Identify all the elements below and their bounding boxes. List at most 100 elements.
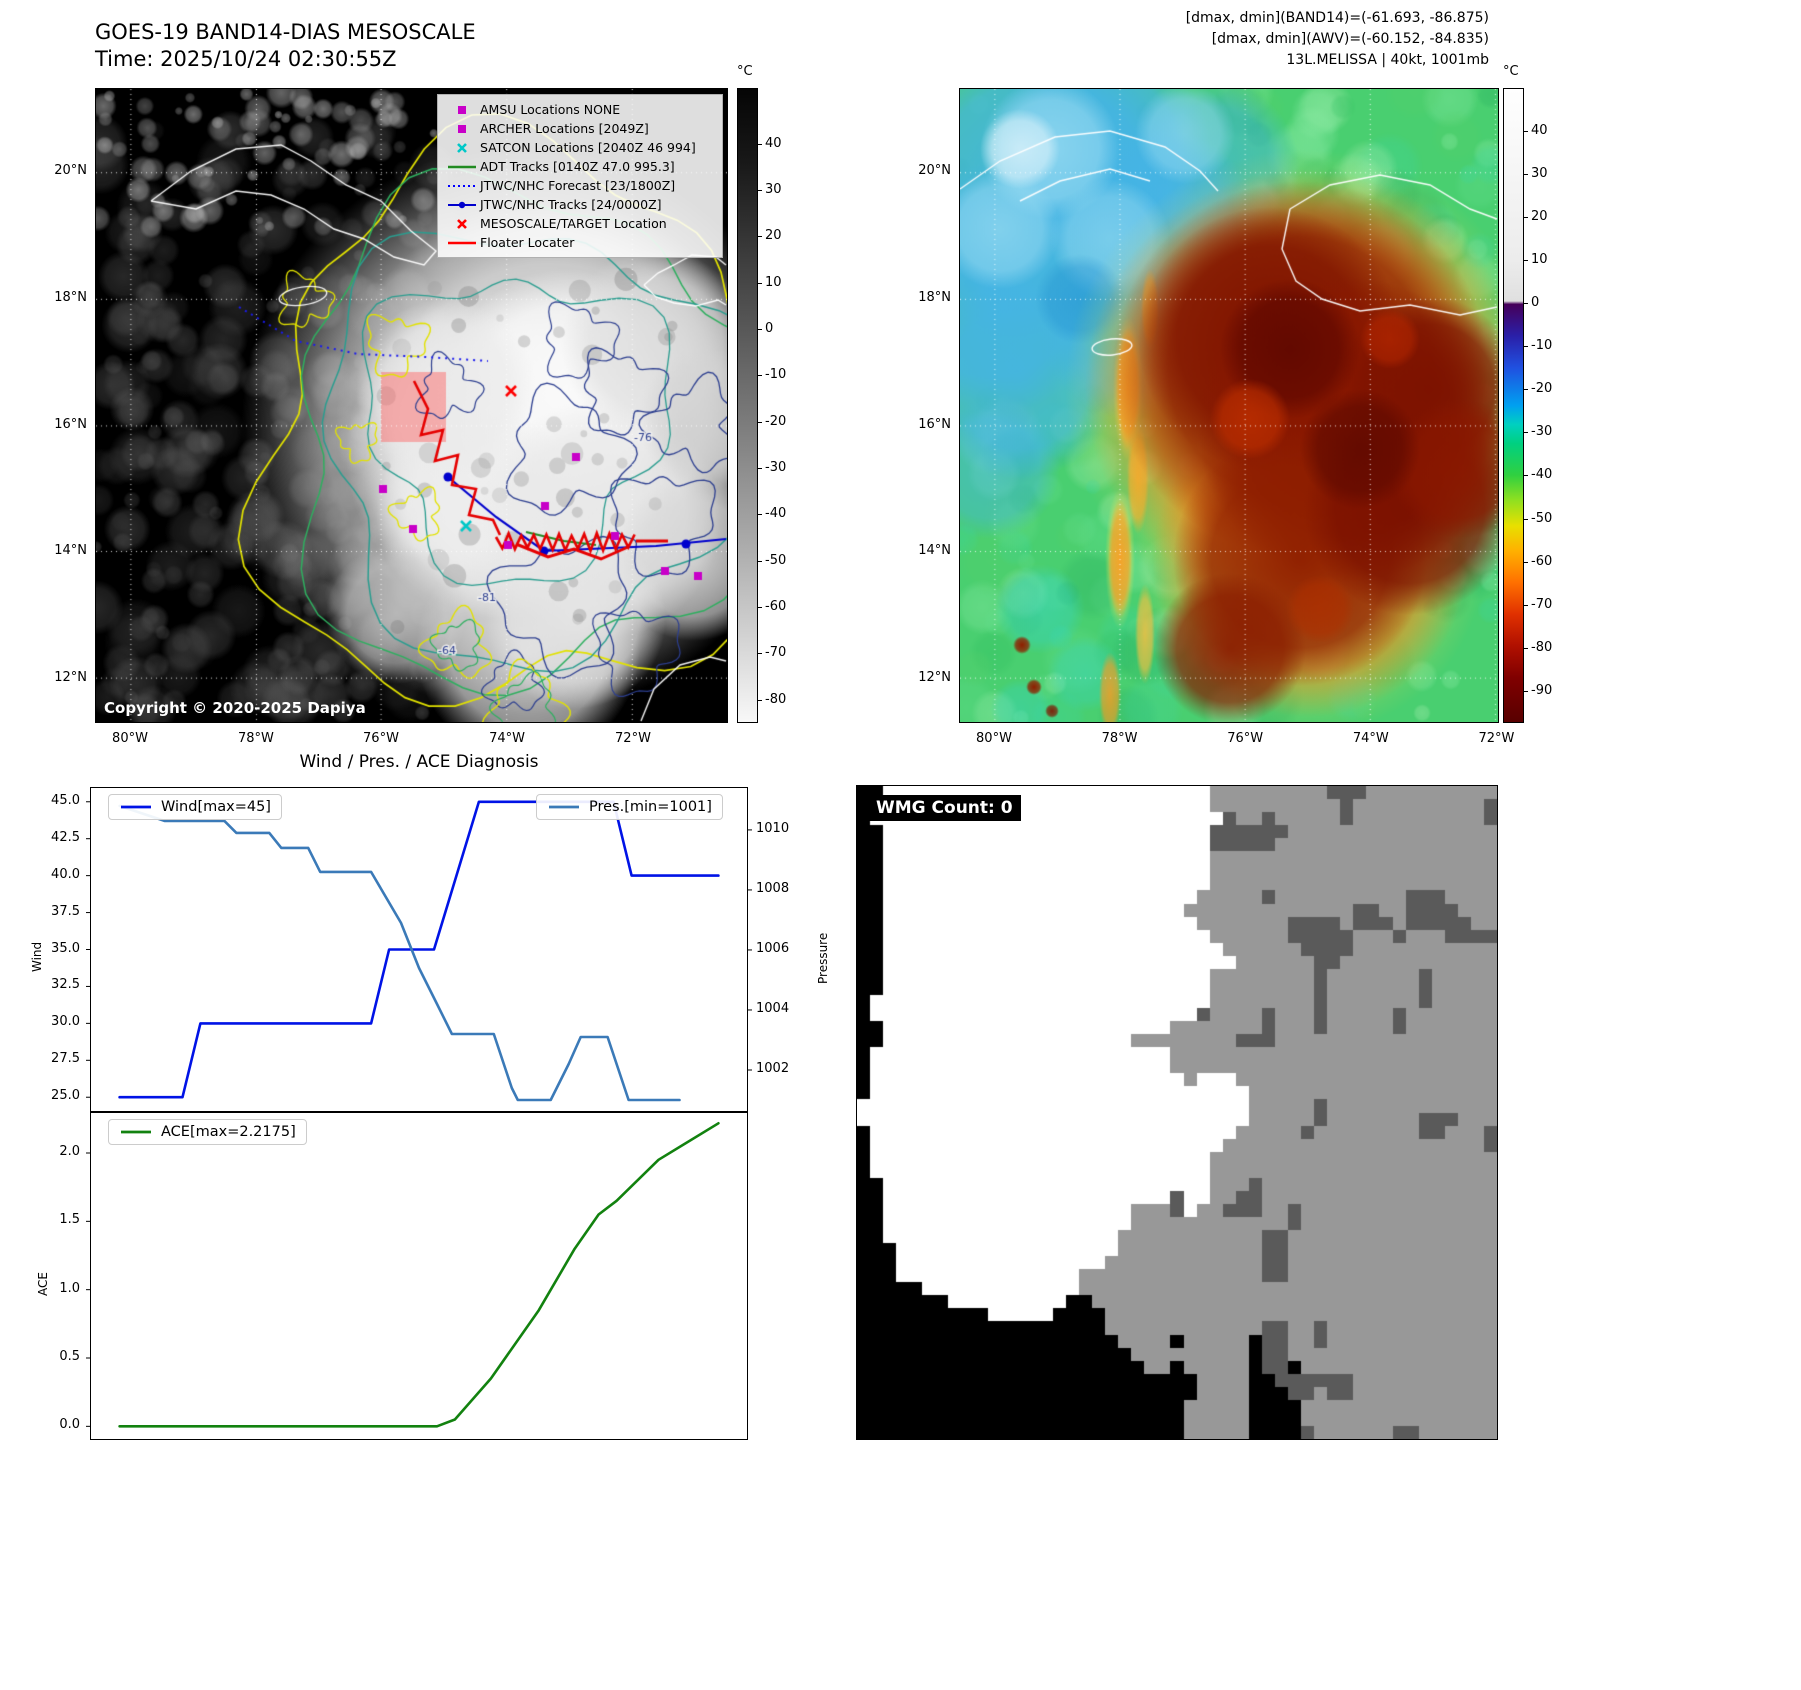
- awv-colorbar-tickmark: [1524, 561, 1528, 563]
- wind-pressure-chart-right-tick-label: 1004: [756, 1000, 790, 1016]
- awv-colorbar-tickmark: [1524, 217, 1528, 219]
- wind-pressure-chart-left-tick-label: 35.0: [51, 940, 80, 956]
- awv-colorbar-tickmark: [1524, 389, 1528, 391]
- awv-colorbar-tick-label: 40: [1531, 123, 1548, 139]
- pres-legend-label: Pres.[min=1001]: [589, 799, 712, 815]
- awv-colorbar-tick-label: -80: [1531, 639, 1553, 655]
- band14-colorbar: [737, 88, 758, 723]
- storm-info-text: 13L.MELISSA | 40kt, 1001mb: [1286, 52, 1489, 68]
- awv-colorbar-unit-label: °C: [1503, 64, 1519, 79]
- ace-chart-left-tick-label: 1.0: [59, 1280, 80, 1296]
- wind-pressure-chart: [86, 787, 752, 1112]
- awv-colorbar-tick-label: 0: [1531, 295, 1540, 311]
- line-dot-marker-icon: [444, 198, 480, 212]
- band14-map-panel: AMSU Locations NONE ARCHER Locations [204…: [95, 88, 728, 723]
- square-marker-icon: [444, 103, 480, 117]
- band14-colorbar-tickmark: [758, 375, 762, 377]
- legend-item: SATCON Locations [2040Z 46 994]: [444, 138, 716, 157]
- legend-item: MESOSCALE/TARGET Location: [444, 214, 716, 233]
- band14-colorbar-tickmark: [758, 560, 762, 562]
- legend-item: ADT Tracks [0140Z 47.0 995.3]: [444, 157, 716, 176]
- legend-item: Floater Locater: [444, 233, 716, 252]
- wind-pressure-chart-right-tick-label: 1006: [756, 940, 790, 956]
- band14-colorbar-tick-label: 10: [765, 274, 782, 290]
- band14-colorbar-tick-label: -60: [765, 599, 787, 615]
- wind-pressure-chart-right-tick-label: 1010: [756, 820, 790, 836]
- wind-pressure-chart-right-tick-label: 1008: [756, 880, 790, 896]
- band14-map-legend: AMSU Locations NONE ARCHER Locations [204…: [437, 94, 723, 258]
- line-marker-icon: [444, 160, 480, 174]
- band14-colorbar-tickmark: [758, 653, 762, 655]
- awv-colorbar-tickmark: [1524, 518, 1528, 520]
- awv-lon-tick-label: 74°W: [1352, 731, 1389, 746]
- awv-lat-tick-label: 16°N: [918, 417, 951, 432]
- band14-lon-tick-label: 74°W: [489, 731, 525, 746]
- band14-lon-tick-label: 80°W: [112, 731, 148, 746]
- line-marker-icon: [444, 236, 480, 250]
- band14-title: GOES-19 BAND14-DIAS MESOSCALE: [95, 20, 476, 44]
- wmg-count-label: WMG Count: 0: [868, 795, 1021, 821]
- wmg-grid-image: [857, 786, 1497, 1439]
- awv-lon-tick-label: 80°W: [976, 731, 1012, 746]
- awv-colorbar-tickmark: [1524, 690, 1528, 692]
- wind-pressure-chart-left-tick-label: 25.0: [51, 1088, 80, 1104]
- awv-colorbar-tickmark: [1524, 475, 1528, 477]
- ace-chart-left-tick-label: 2.0: [59, 1144, 80, 1159]
- ace-legend-swatch-icon: [121, 1130, 151, 1134]
- awv-colorbar-tickmark: [1524, 131, 1528, 133]
- awv-colorbar-tickmark: [1524, 303, 1528, 305]
- band14-colorbar-tickmark: [758, 607, 762, 609]
- awv-colorbar-tickmark: [1524, 647, 1528, 649]
- ace-axis-label: ACE: [36, 1272, 50, 1296]
- band14-lat-tick-label: 12°N: [54, 669, 87, 685]
- awv-colorbar-tickmark: [1524, 174, 1528, 176]
- legend-item-label: JTWC/NHC Tracks [24/0000Z]: [480, 197, 662, 212]
- band14-colorbar-tick-label: -40: [765, 506, 787, 522]
- legend-item-label: Floater Locater: [480, 235, 575, 250]
- band14-colorbar-tick-label: 20: [765, 228, 782, 244]
- band14-colorbar-tickmark: [758, 468, 762, 470]
- band14-lon-tick-label: 78°W: [238, 731, 274, 746]
- awv-colorbar-tick-label: -10: [1531, 338, 1553, 354]
- x-marker-icon: [444, 141, 480, 155]
- legend-item: JTWC/NHC Tracks [24/0000Z]: [444, 195, 716, 214]
- wind-axis-label: Wind: [30, 941, 44, 972]
- awv-map-panel: [959, 88, 1499, 723]
- wind-pressure-chart-right-tick-label: 1002: [756, 1060, 790, 1076]
- awv-lon-tick-label: 78°W: [1101, 731, 1138, 746]
- legend-item-label: ARCHER Locations [2049Z]: [480, 121, 649, 136]
- legend-item: AMSU Locations NONE: [444, 100, 716, 119]
- pres-legend-swatch-icon: [549, 805, 579, 809]
- awv-colorbar: [1503, 88, 1524, 723]
- band14-colorbar-tick-label: -30: [765, 460, 787, 476]
- awv-lon-tick-label: 72°W: [1478, 731, 1515, 746]
- legend-item-label: MESOSCALE/TARGET Location: [480, 216, 667, 231]
- legend-item-label: AMSU Locations NONE: [480, 102, 621, 117]
- diagnosis-title: Wind / Pres. / ACE Diagnosis: [299, 752, 539, 772]
- wind-pressure-chart-left-tick-label: 42.5: [51, 829, 80, 845]
- band14-colorbar-tick-label: 0: [765, 321, 774, 337]
- wind-pressure-chart-left-tick-label: 45.0: [51, 792, 80, 808]
- wind-pressure-chart-left-tick-label: 30.0: [51, 1014, 80, 1030]
- awv-lat-tick-label: 20°N: [918, 163, 951, 178]
- awv-colorbar-tick-label: 20: [1531, 209, 1548, 225]
- awv-colorbar-tickmark: [1524, 346, 1528, 348]
- awv-satellite-image: [960, 89, 1498, 722]
- awv-colorbar-tickmark: [1524, 604, 1528, 606]
- awv-colorbar-tick-label: -40: [1531, 467, 1553, 483]
- band14-colorbar-tickmark: [758, 514, 762, 516]
- band14-timestamp: Time: 2025/10/24 02:30:55Z: [95, 47, 397, 71]
- band14-colorbar-tick-label: -50: [765, 552, 787, 568]
- wind-legend-swatch-icon: [121, 805, 151, 809]
- awv-colorbar-tick-label: 10: [1531, 252, 1548, 268]
- legend-item: JTWC/NHC Forecast [23/1800Z]: [444, 176, 716, 195]
- band14-colorbar-tickmark: [758, 699, 762, 701]
- band14-colorbar-unit-label: °C: [737, 64, 753, 79]
- band14-colorbar-tickmark: [758, 282, 762, 284]
- awv-colorbar-tick-label: -70: [1531, 596, 1553, 612]
- dmax-dmin-awv-text: [dmax, dmin](AWV)=(-60.152, -84.835): [1211, 31, 1489, 47]
- band14-lat-tick-label: 16°N: [54, 417, 87, 432]
- square-marker-icon: [444, 122, 480, 136]
- wmg-panel: WMG Count: 0: [856, 785, 1498, 1440]
